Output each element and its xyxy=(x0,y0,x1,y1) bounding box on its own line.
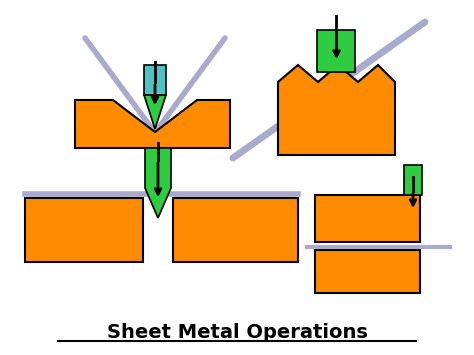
Polygon shape xyxy=(145,148,171,218)
Bar xyxy=(318,30,356,72)
Bar xyxy=(25,198,143,262)
Bar xyxy=(315,195,420,242)
Polygon shape xyxy=(144,95,166,129)
Bar xyxy=(404,165,422,195)
Polygon shape xyxy=(75,100,230,148)
Bar xyxy=(173,198,298,262)
Bar xyxy=(144,65,166,95)
Polygon shape xyxy=(278,65,395,155)
Bar xyxy=(315,250,420,293)
Text: Sheet Metal Operations: Sheet Metal Operations xyxy=(107,323,367,343)
